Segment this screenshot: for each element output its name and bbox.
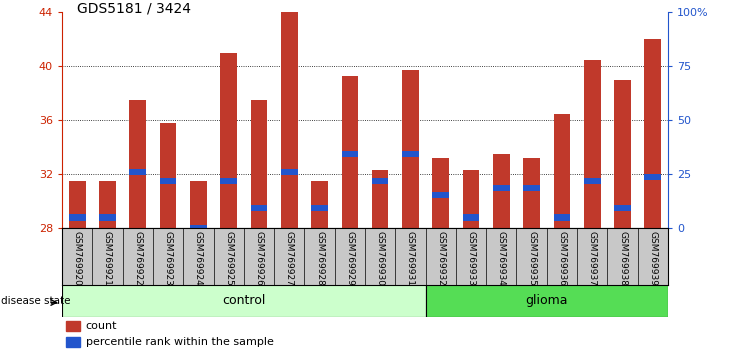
Bar [614,80,631,228]
Text: GSM769921: GSM769921 [103,231,112,286]
Bar [402,151,419,157]
Bar [190,225,207,232]
Text: GSM769924: GSM769924 [194,231,203,286]
Text: GSM769930: GSM769930 [376,231,385,286]
Bar [281,169,298,175]
Text: GDS5181 / 3424: GDS5181 / 3424 [77,2,191,16]
Bar [493,154,510,228]
Text: GSM769929: GSM769929 [345,231,354,286]
Bar [99,215,116,221]
Bar [220,53,237,228]
Text: GSM769928: GSM769928 [315,231,324,286]
Text: GSM769925: GSM769925 [224,231,233,286]
Text: percentile rank within the sample: percentile rank within the sample [86,337,274,347]
Bar [281,12,298,228]
Bar [402,70,419,228]
Bar [645,39,661,228]
Bar [311,205,328,211]
Text: GSM769938: GSM769938 [618,231,627,286]
Bar [432,158,449,228]
Bar [372,178,388,184]
Bar [342,151,358,157]
Bar [342,76,358,228]
Bar [190,181,207,228]
Bar [160,123,177,228]
Text: control: control [222,295,266,307]
Bar [69,181,85,228]
Bar [493,185,510,191]
Text: count: count [86,321,118,331]
Bar [220,178,237,184]
Bar [553,215,570,221]
Bar [99,181,116,228]
Bar [523,158,540,228]
Bar [62,285,426,317]
Text: disease state: disease state [1,296,70,306]
Bar [432,192,449,198]
Bar [250,100,267,228]
Text: GSM769933: GSM769933 [466,231,475,286]
Bar [584,178,601,184]
Text: GSM769920: GSM769920 [73,231,82,286]
Text: GSM769927: GSM769927 [285,231,293,286]
Text: GSM769935: GSM769935 [527,231,536,286]
Bar [553,114,570,228]
Bar [311,181,328,228]
Bar [250,205,267,211]
Bar [463,215,480,221]
Bar [426,285,668,317]
Bar [372,170,388,228]
Text: GSM769926: GSM769926 [255,231,264,286]
Text: GSM769939: GSM769939 [648,231,657,286]
Text: GSM769937: GSM769937 [588,231,596,286]
Bar [584,59,601,228]
Bar [69,215,85,221]
Text: GSM769934: GSM769934 [497,231,506,286]
Text: GSM769923: GSM769923 [164,231,172,286]
Bar [129,169,146,175]
Bar [160,178,177,184]
Bar [463,170,480,228]
Text: GSM769931: GSM769931 [406,231,415,286]
Text: GSM769936: GSM769936 [558,231,566,286]
Bar [523,185,540,191]
Text: glioma: glioma [526,295,568,307]
Bar [66,337,80,347]
Bar [66,321,80,331]
Bar [645,174,661,180]
Text: GSM769932: GSM769932 [437,231,445,286]
Text: GSM769922: GSM769922 [134,231,142,286]
Bar [614,205,631,211]
Bar [129,100,146,228]
